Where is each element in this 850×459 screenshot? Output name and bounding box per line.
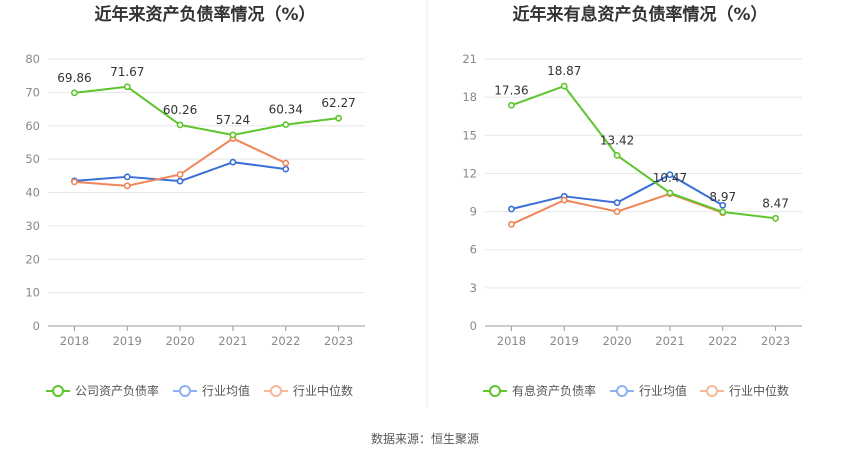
x-tick-label: 2018 — [60, 334, 89, 348]
data-point-company[interactable] — [229, 131, 237, 139]
y-tick-label: 20 — [25, 252, 40, 266]
y-tick-label: 3 — [470, 281, 477, 295]
legend-item-company[interactable]: 有息资产负债率 — [483, 383, 596, 398]
data-point-industry-median[interactable] — [71, 178, 78, 186]
data-point-industry-avg[interactable] — [666, 171, 674, 179]
data-label: 60.26 — [163, 103, 197, 117]
data-point-industry-avg[interactable] — [176, 177, 184, 185]
chart-title: 近年来资产负债率情况（%） — [94, 4, 315, 25]
data-label: 60.34 — [269, 103, 303, 117]
data-point-company[interactable] — [176, 121, 184, 129]
y-tick-label: 40 — [25, 186, 40, 200]
y-tick-label: 6 — [470, 243, 477, 257]
legend-item-industry-avg[interactable]: 行业均值 — [610, 383, 687, 398]
data-point-company[interactable] — [772, 214, 779, 222]
data-point-industry-median[interactable] — [560, 196, 568, 204]
data-label: 10.47 — [653, 171, 687, 185]
data-label: 71.67 — [110, 65, 144, 79]
legend-marker-icon — [270, 385, 282, 397]
data-label: 17.36 — [494, 83, 528, 97]
legend-item-company[interactable]: 公司资产负债率 — [46, 383, 159, 398]
series-line-company — [74, 85, 339, 136]
y-tick-label: 80 — [25, 52, 40, 66]
legend-marker-icon — [52, 385, 64, 397]
legend-marker-icon — [489, 385, 501, 397]
data-point-industry-avg[interactable] — [123, 173, 131, 181]
y-tick-label: 0 — [33, 319, 40, 333]
y-tick-label: 21 — [462, 52, 477, 66]
data-point-company[interactable] — [123, 83, 131, 91]
legend-item-industry-median[interactable]: 行业中位数 — [700, 383, 789, 398]
x-tick-label: 2023 — [324, 334, 353, 348]
legend-item-industry-avg[interactable]: 行业均值 — [173, 383, 250, 398]
legend-label: 公司资产负债率 — [75, 383, 159, 398]
data-point-industry-median[interactable] — [123, 182, 131, 190]
x-tick-label: 2021 — [218, 334, 247, 348]
data-point-industry-avg[interactable] — [229, 158, 237, 166]
data-source: 数据来源：恒生聚源 — [371, 431, 479, 446]
x-tick-label: 2022 — [708, 334, 737, 348]
x-tick-label: 2021 — [655, 334, 684, 348]
data-point-industry-median[interactable] — [176, 171, 184, 178]
data-point-company[interactable] — [719, 208, 727, 216]
debt-ratio-chart: 近年来资产负债率情况（%） 0 10 20 30 40 50 60 70 80 2018 2019 20… — [25, 4, 365, 398]
y-tick-label: 9 — [470, 205, 477, 219]
data-label: 13.42 — [600, 133, 634, 147]
data-point-industry-median[interactable] — [508, 220, 515, 228]
legend-marker-icon — [179, 385, 191, 397]
y-tick-label: 10 — [25, 286, 40, 300]
legend-label: 行业均值 — [202, 383, 250, 398]
data-point-company[interactable] — [560, 82, 568, 90]
data-point-industry-avg[interactable] — [508, 205, 515, 213]
x-tick-label: 2023 — [761, 334, 790, 348]
data-label: 8.97 — [709, 190, 736, 204]
data-point-industry-avg[interactable] — [613, 199, 621, 207]
x-tick-label: 2019 — [113, 334, 142, 348]
x-tick-label: 2022 — [271, 334, 300, 348]
legend-label: 有息资产负债率 — [512, 383, 596, 398]
legend-item-industry-median[interactable]: 行业中位数 — [264, 383, 353, 398]
legend-marker-icon — [706, 385, 718, 397]
legend-marker-icon — [616, 385, 628, 397]
data-point-company[interactable] — [71, 89, 78, 97]
x-tick-label: 2020 — [165, 334, 194, 348]
chart-title: 近年来有息资产负债率情况（%） — [512, 4, 767, 25]
y-tick-label: 18 — [462, 90, 477, 104]
y-tick-label: 70 — [25, 85, 40, 99]
data-point-company[interactable] — [666, 189, 674, 197]
data-label: 18.87 — [547, 64, 581, 78]
x-tick-label: 2018 — [497, 334, 526, 348]
interest-bearing-debt-ratio-chart: 近年来有息资产负债率情况（%） 0 3 6 9 12 15 18 21 2018 2019 2020 2… — [462, 4, 802, 398]
data-point-company[interactable] — [508, 101, 515, 109]
data-point-company[interactable] — [282, 121, 290, 129]
data-label: 69.86 — [57, 71, 91, 85]
data-point-company[interactable] — [613, 151, 621, 159]
data-point-industry-median[interactable] — [282, 159, 290, 167]
y-tick-label: 30 — [25, 219, 40, 233]
data-label: 57.24 — [216, 113, 250, 127]
data-label: 62.27 — [321, 96, 355, 110]
legend-label: 行业中位数 — [293, 383, 353, 398]
y-tick-label: 0 — [470, 319, 477, 333]
x-tick-label: 2020 — [602, 334, 631, 348]
series-line-company — [511, 85, 776, 220]
y-tick-label: 12 — [462, 166, 477, 180]
data-point-industry-median[interactable] — [613, 208, 621, 215]
data-label: 8.47 — [762, 196, 789, 210]
data-point-company[interactable] — [335, 114, 342, 122]
y-tick-label: 50 — [25, 152, 40, 166]
data-point-industry-avg[interactable] — [719, 201, 727, 209]
legend-label: 行业中位数 — [729, 383, 789, 398]
legend-label: 行业均值 — [639, 383, 687, 398]
y-tick-label: 60 — [25, 119, 40, 133]
data-point-industry-avg[interactable] — [282, 165, 290, 173]
y-tick-label: 15 — [462, 128, 477, 142]
x-tick-label: 2019 — [550, 334, 579, 348]
